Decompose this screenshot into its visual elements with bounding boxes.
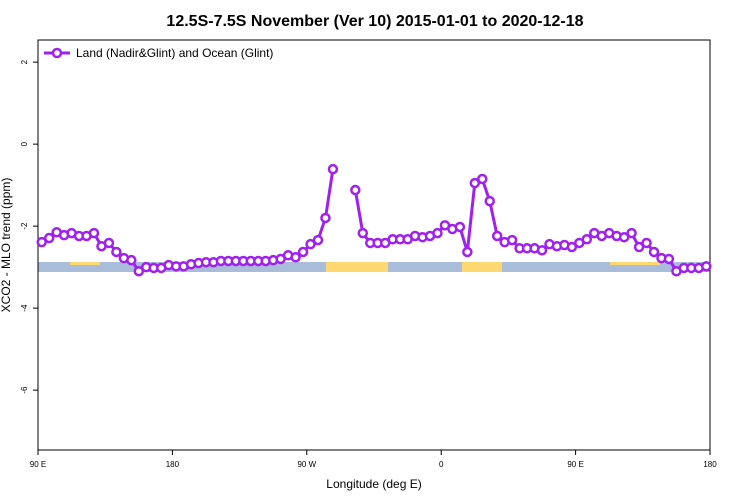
y-tick-label: 0 [20, 141, 29, 146]
data-point [133, 265, 145, 277]
legend-marker [51, 47, 63, 59]
data-point [43, 232, 55, 244]
x-tick-label: 180 [703, 460, 717, 469]
data-point [327, 163, 339, 175]
y-tick-label: 2 [20, 59, 29, 64]
y-tick-label: -6 [20, 386, 29, 394]
legend-label: Land (Nadir&Glint) and Ocean (Glint) [76, 46, 273, 60]
data-point [350, 184, 361, 196]
data-point [454, 221, 466, 233]
data-point [648, 246, 660, 258]
data-point [312, 234, 324, 246]
legend: Land (Nadir&Glint) and Ocean (Glint) [44, 46, 273, 60]
data-point [633, 241, 645, 253]
data-point [626, 227, 637, 239]
data-line [353, 176, 707, 274]
x-tick-label: 180 [166, 460, 180, 469]
data-point [357, 227, 369, 239]
land-band [610, 262, 660, 265]
data-point [581, 234, 593, 245]
x-tick-label: 90 E [567, 460, 583, 469]
data-point [536, 245, 548, 256]
x-tick-label: 0 [439, 460, 444, 469]
data-point [320, 212, 331, 224]
data-point [297, 246, 309, 258]
data-point [484, 195, 495, 207]
data-point [701, 261, 712, 272]
data-point [88, 227, 100, 239]
x-tick-label: 90 W [297, 460, 316, 469]
land-ocean-strip [38, 262, 710, 272]
data-point [477, 173, 488, 185]
data-point [126, 254, 137, 266]
data-point [432, 227, 443, 239]
data-point [305, 238, 316, 250]
data-point [103, 237, 115, 249]
data-point [290, 252, 301, 263]
data-point [618, 231, 630, 243]
x-tick-label: 90 E [30, 460, 46, 469]
data-point [469, 177, 481, 189]
data-point [566, 241, 578, 253]
data-point [506, 234, 518, 246]
y-tick-label: -2 [20, 222, 29, 230]
data-point [663, 253, 675, 265]
data-point [462, 246, 473, 258]
data-point [36, 236, 47, 248]
y-axis-label: XCO2 - MLO trend (ppm) [0, 178, 13, 313]
data-point [491, 230, 503, 242]
data-point [641, 237, 652, 249]
x-axis-label: Longitude (deg E) [326, 477, 421, 491]
land-band [462, 262, 502, 272]
land-band [326, 262, 388, 272]
land-band [70, 262, 100, 265]
y-tick-label: -4 [20, 304, 29, 312]
data-point [111, 246, 122, 258]
chart-title: 12.5S-7.5S November (Ver 10) 2015-01-01 … [166, 13, 583, 30]
